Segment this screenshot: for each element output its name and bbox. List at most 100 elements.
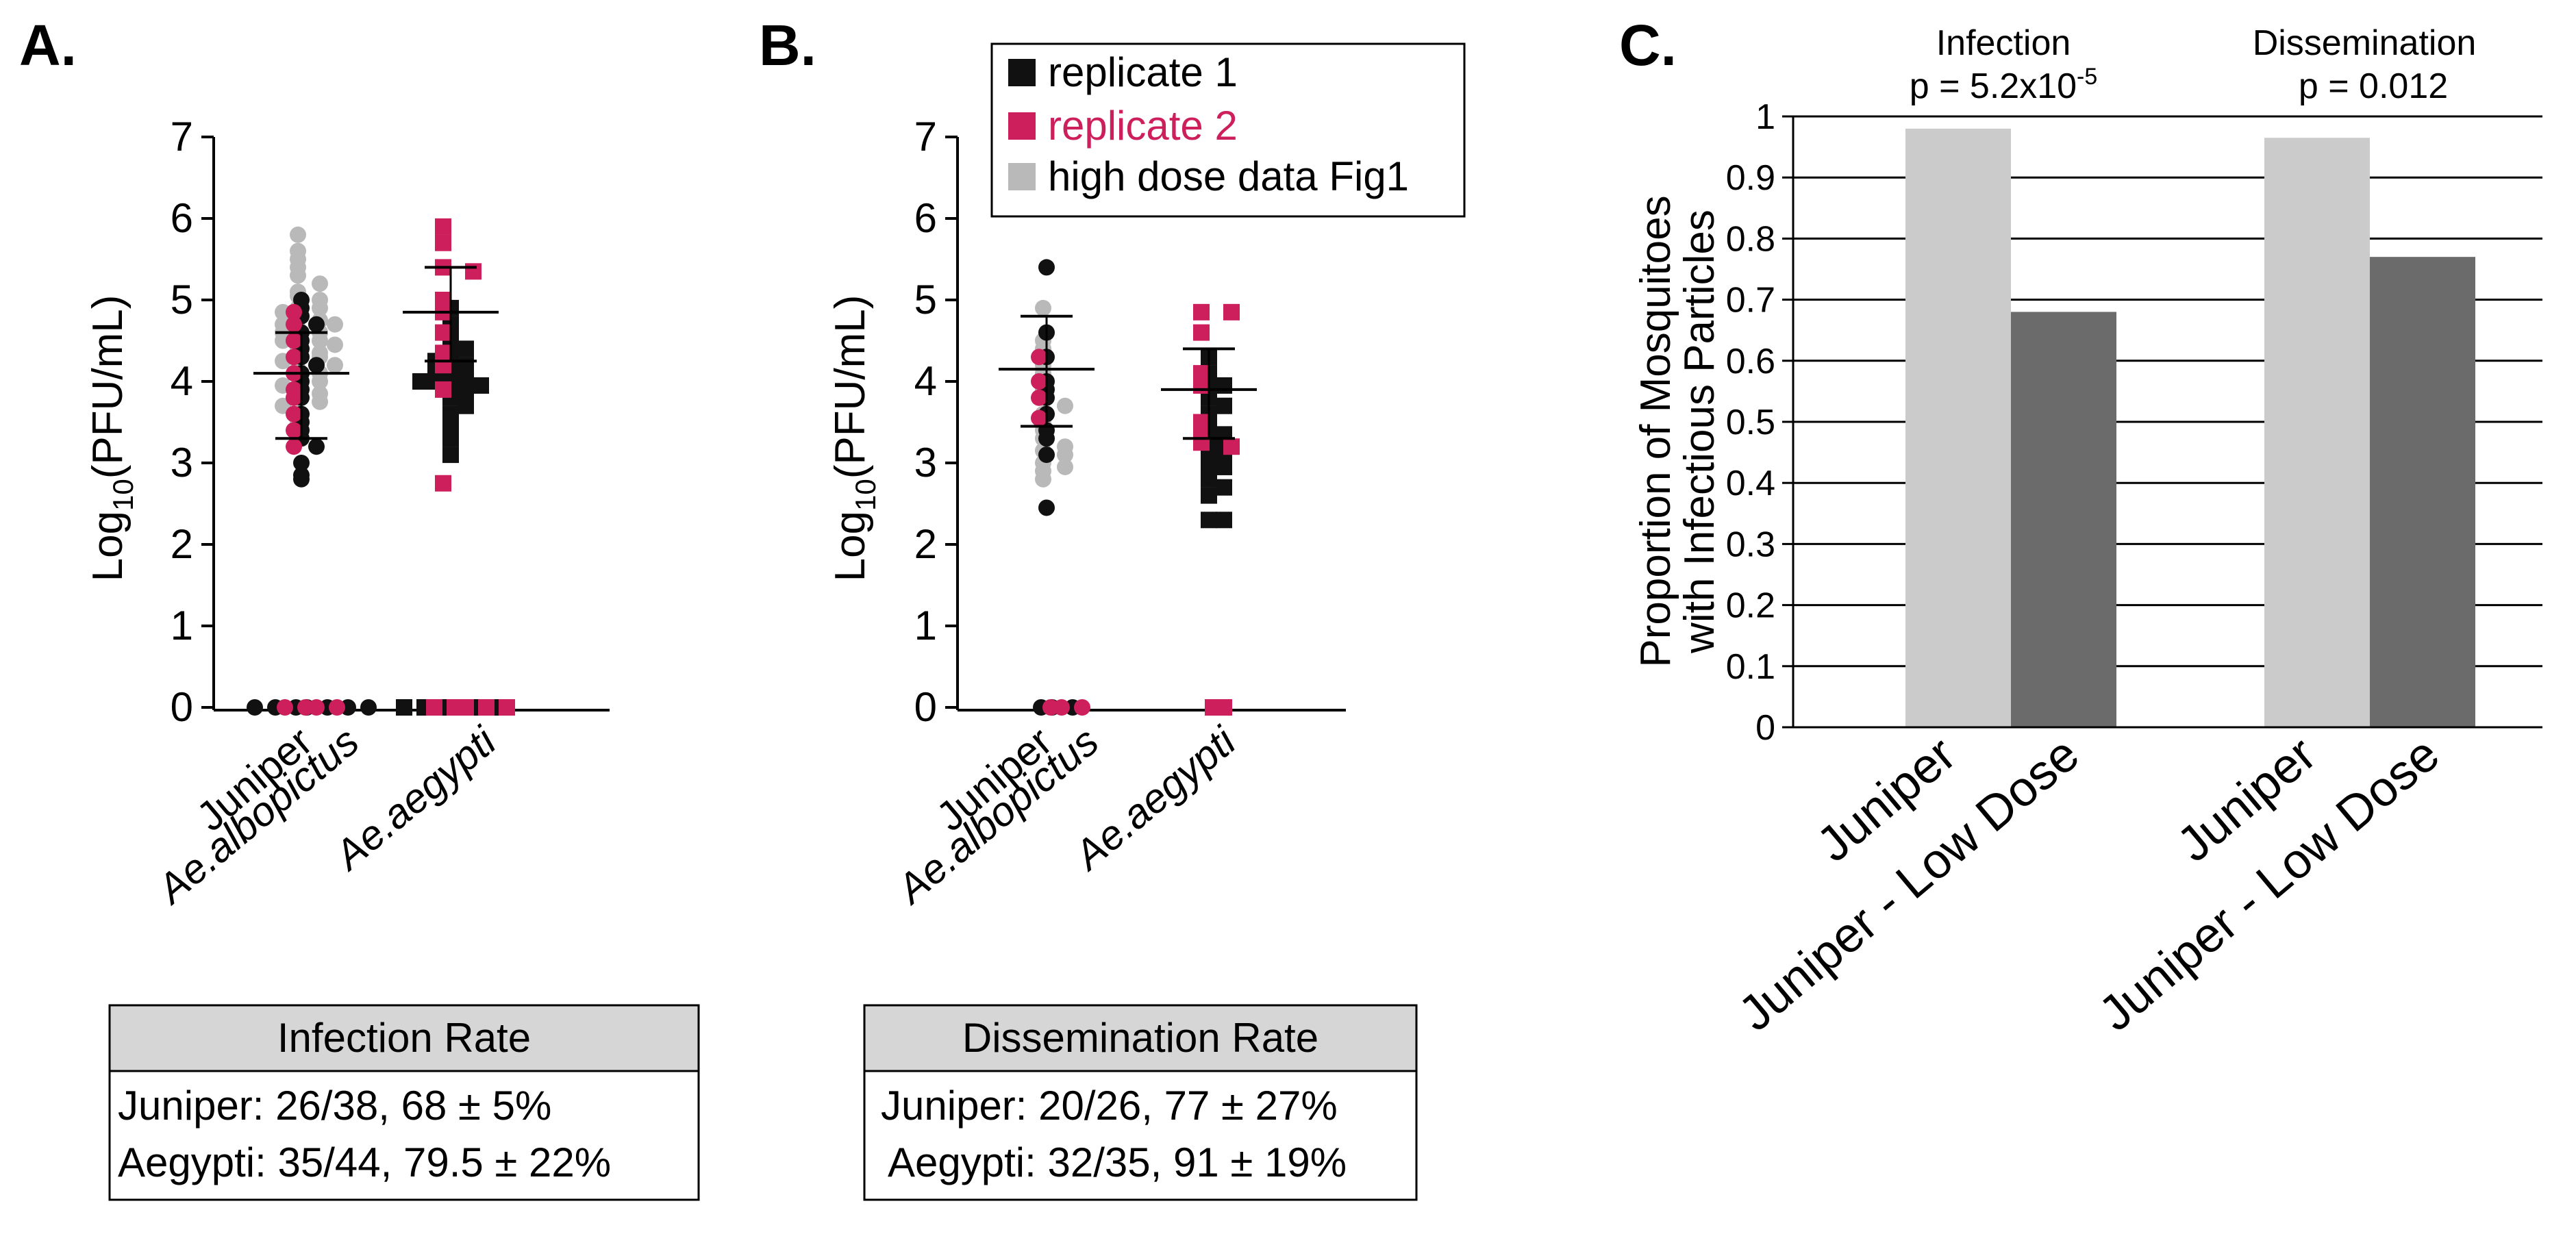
a-point-high-dose-data-fig1: [327, 316, 343, 333]
c-y-tick-label: 0.5: [1726, 403, 1775, 442]
a-point-replicate-2: [435, 381, 451, 398]
b-legend: replicate 1 replicate 2 high dose data F…: [990, 42, 1466, 218]
b-table-row-aegypti: Aegypti: 32/35, 91 ± 19%: [888, 1139, 1347, 1185]
a-point-replicate-1: [293, 470, 310, 488]
a-point-replicate-1: [473, 377, 489, 394]
b-y-tick-label: 1: [914, 603, 937, 649]
b-legend-box: [990, 42, 1466, 218]
b-point-replicate-2: [1223, 438, 1240, 455]
c-y-tick-label: 0.2: [1726, 586, 1775, 626]
c-bar-juniper-dissemination: [2264, 138, 2370, 728]
a-point-replicate-1: [293, 455, 310, 471]
c-y-tick-label: 0.9: [1726, 158, 1775, 198]
b-point-replicate-2: [1193, 434, 1210, 451]
panel-b: B. 0 1 2 3 4 5 6 7 Log10(PFU/mL) replicate 1 re…: [759, 13, 1466, 1201]
b-point-replicate-2: [1031, 373, 1047, 390]
a-point-replicate-1: [308, 438, 325, 455]
b-y-tick-label: 4: [914, 358, 937, 404]
a-point-replicate-2: [426, 699, 442, 716]
a-point-replicate-2: [286, 438, 302, 455]
b-point-replicate-2: [1031, 389, 1047, 406]
b-point-replicate-1: [1216, 377, 1232, 394]
b-point-high-dose-data-fig1: [1035, 299, 1051, 316]
b-point-replicate-1: [1201, 470, 1217, 488]
a-point-replicate-2: [435, 234, 451, 251]
a-point-replicate-1: [360, 699, 377, 716]
a-point-replicate-2: [286, 349, 302, 366]
a-point-replicate-2: [286, 422, 302, 439]
b-point-replicate-2: [1193, 324, 1210, 341]
a-point-replicate-1: [308, 316, 325, 333]
a-point-replicate-2: [447, 699, 463, 716]
b-legend-swatch-replicate-2: [1008, 112, 1036, 140]
b-legend-swatch-high-dose: [1008, 163, 1036, 190]
a-point-replicate-1: [442, 446, 459, 464]
b-point-replicate-1: [1216, 512, 1232, 529]
c-y-tick-label: 1: [1755, 97, 1775, 137]
c-y-tick-label: 0.3: [1726, 525, 1775, 564]
b-dissemination-rate-table: Dissemination Rate Juniper: 20/26, 77 ± …: [863, 1004, 1418, 1201]
c-y-tick-label: 0.6: [1726, 342, 1775, 381]
b-point-replicate-1: [1038, 259, 1055, 276]
b-legend-label-high-dose: high dose data Fig1: [1048, 153, 1409, 199]
b-point-replicate-1: [1201, 512, 1217, 529]
c-y-tick-label: 0: [1755, 708, 1775, 748]
c-y-axis-title-line-2: with Infectious Particles: [1676, 210, 1723, 654]
a-point-replicate-1: [442, 430, 459, 447]
b-point-high-dose-data-fig1: [1057, 446, 1073, 464]
b-point-replicate-2: [1031, 410, 1047, 427]
b-mean-sd-bars: [999, 314, 1257, 440]
a-table-header: Infection Rate: [277, 1015, 531, 1061]
c-bar-juniper-low-dose-dissemination: [2370, 257, 2475, 727]
b-legend-swatch-replicate-1: [1008, 59, 1036, 86]
panel-label-b: B.: [759, 13, 816, 77]
a-mean-sd-bars: [253, 266, 499, 440]
a-y-tick-labels: 0 1 2 3 4 5 6 7: [171, 114, 214, 730]
b-legend-label-replicate-2: replicate 2: [1048, 103, 1238, 149]
b-point-replicate-1: [1038, 499, 1055, 516]
a-y-tick-label: 4: [171, 358, 193, 404]
b-data-points: [1031, 259, 1240, 716]
a-point-high-dose-data-fig1: [312, 332, 328, 349]
a-point-replicate-2: [465, 263, 482, 280]
b-y-tick-label: 3: [914, 440, 937, 486]
c-dissemination-title: Dissemination: [2253, 23, 2477, 63]
a-point-replicate-2: [435, 475, 451, 492]
b-table-header: Dissemination Rate: [962, 1015, 1318, 1061]
b-y-tick-label: 2: [914, 521, 937, 567]
a-y-tick-label: 6: [171, 195, 193, 241]
b-point-replicate-1: [1216, 458, 1232, 475]
b-point-replicate-2: [1193, 377, 1210, 394]
a-table-row-juniper: Juniper: 26/38, 68 ± 5%: [118, 1083, 551, 1129]
b-y-tick-labels: 0 1 2 3 4 5 6 7: [914, 114, 958, 730]
a-point-replicate-1: [308, 357, 325, 374]
a-point-high-dose-data-fig1: [290, 226, 306, 243]
c-infection-title: Infection: [1936, 23, 2071, 63]
a-data-points: [247, 218, 515, 716]
b-table-body: [863, 1070, 1418, 1201]
a-point-replicate-1: [458, 340, 474, 357]
c-infection-p-value: p = 5.2x10-5: [1910, 64, 2098, 106]
b-y-tick-label: 5: [914, 277, 937, 323]
c-dissemination-p-value: p = 0.012: [2299, 66, 2448, 106]
a-y-tick-label: 7: [171, 114, 193, 160]
a-point-replicate-2: [435, 324, 451, 341]
b-point-high-dose-data-fig1: [1057, 458, 1073, 475]
c-bar-juniper-infection: [1905, 128, 2011, 728]
a-point-replicate-2: [297, 699, 314, 716]
a-table-header-bg: [108, 1004, 700, 1072]
a-point-high-dose-data-fig1: [312, 393, 328, 410]
c-y-tick-label: 0.7: [1726, 281, 1775, 320]
b-point-replicate-2: [1205, 699, 1221, 716]
a-point-replicate-2: [286, 332, 302, 349]
b-point-high-dose-data-fig1: [1057, 397, 1073, 414]
c-bars: [1905, 128, 2475, 728]
b-point-replicate-2: [1042, 699, 1059, 716]
b-point-replicate-1: [1201, 487, 1217, 504]
b-point-replicate-1: [1216, 479, 1232, 496]
b-point-replicate-1: [1038, 430, 1055, 447]
a-point-replicate-1: [458, 385, 474, 402]
a-point-replicate-1: [412, 373, 429, 390]
